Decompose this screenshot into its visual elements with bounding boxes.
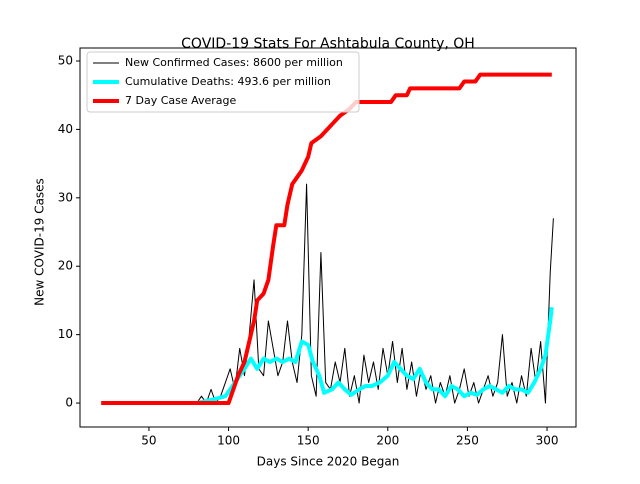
x-tick-label: 200 [376, 434, 399, 448]
y-axis-label: New COVID-19 Cases [33, 178, 47, 306]
y-tick-label: 30 [58, 190, 73, 204]
legend-label: Cumulative Deaths: 493.6 per million [125, 75, 331, 88]
y-tick-label: 10 [58, 327, 73, 341]
x-axis-label: Days Since 2020 Began [257, 455, 400, 469]
series-line [101, 72, 552, 406]
plot-frame [79, 47, 577, 428]
series-line [196, 307, 554, 406]
x-tick-label: 100 [217, 434, 240, 448]
x-tick-label: 150 [297, 434, 320, 448]
chart-title: COVID-19 Stats For Ashtabula County, OH [181, 36, 475, 52]
x-tick-label: 300 [536, 434, 559, 448]
y-tick-label: 40 [58, 122, 73, 136]
legend-label: 7 Day Case Average [125, 94, 237, 107]
series-line [196, 183, 554, 404]
legend-label: New Confirmed Cases: 8600 per million [125, 56, 343, 69]
x-tick-label: 250 [456, 434, 479, 448]
y-tick-label: 20 [58, 259, 73, 273]
y-tick-label: 0 [65, 396, 73, 410]
y-tick-label: 50 [58, 53, 73, 67]
x-tick-label: 50 [141, 434, 156, 448]
legend-box [86, 51, 360, 113]
